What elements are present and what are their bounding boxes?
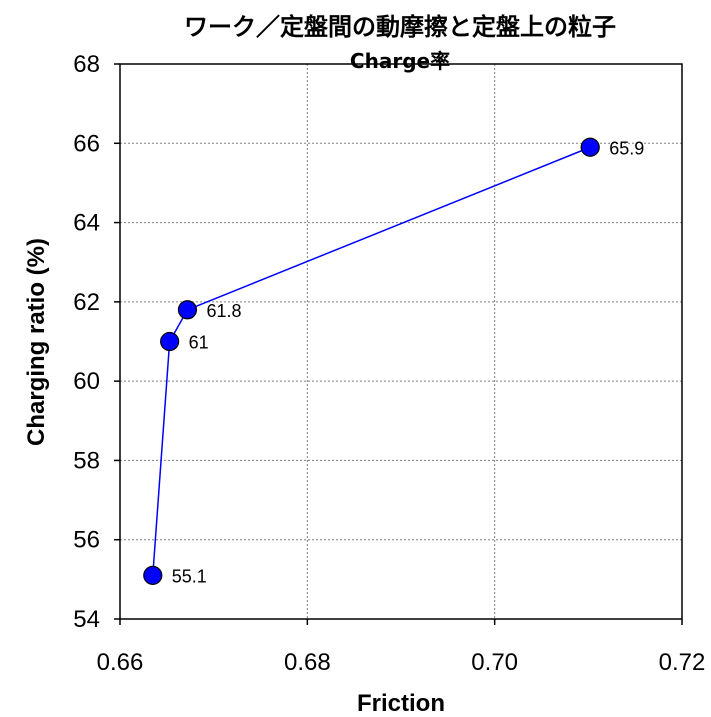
data-point <box>580 137 600 157</box>
series-line <box>152 146 591 576</box>
data-label: 65.9 <box>609 138 644 158</box>
y-axis-title: Charging ratio (%) <box>23 238 50 446</box>
axis-ticks: 0.66 0.68 0.70 0.72 54 56 58 60 62 64 66 68 <box>73 51 705 676</box>
y-tick-label: 56 <box>73 527 100 554</box>
chart-title: ワーク／定盤間の動摩擦と定盤上の粒子 <box>184 13 616 41</box>
y-tick-label: 68 <box>73 51 100 78</box>
x-tick-label: 0.72 <box>659 649 706 676</box>
data-series: 55.1 61 61.8 65.9 <box>143 137 644 586</box>
data-label: 61.8 <box>206 301 241 321</box>
data-point <box>160 331 180 352</box>
grid-lines <box>120 64 682 619</box>
x-tick-label: 0.70 <box>471 649 518 676</box>
x-tick-label: 0.66 <box>97 649 144 676</box>
plot-area <box>119 63 683 620</box>
data-point <box>177 300 198 320</box>
y-tick-label: 66 <box>73 130 100 157</box>
x-tick-label: 0.68 <box>284 649 331 676</box>
data-label: 55.1 <box>172 566 207 586</box>
chart-subtitle: Charge率 <box>350 49 450 73</box>
y-tick-label: 54 <box>73 606 100 633</box>
data-point <box>143 565 163 585</box>
data-label: 61 <box>189 333 209 353</box>
y-tick-label: 64 <box>73 210 100 237</box>
x-axis-title: Friction <box>357 690 445 717</box>
y-tick-label: 62 <box>73 289 100 316</box>
y-tick-label: 60 <box>73 368 100 395</box>
y-tick-label: 58 <box>73 447 100 474</box>
